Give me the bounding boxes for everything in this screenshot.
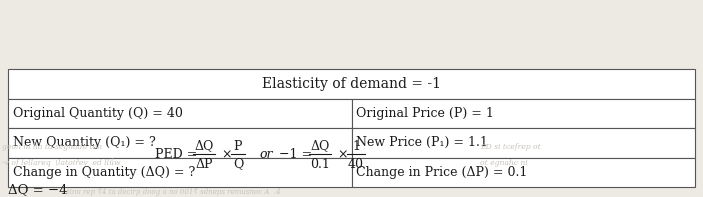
Text: ot egnahc ni: ot egnahc ni: [480, 159, 528, 167]
Text: Original Price (P) = 1: Original Price (P) = 1: [356, 107, 494, 120]
Text: PED =: PED =: [155, 149, 201, 162]
Bar: [8, 157, 352, 187]
Bar: [352, 157, 695, 187]
Text: ED si tcefrep ot: ED si tcefrep ot: [480, 143, 541, 151]
Text: Q: Q: [233, 157, 243, 170]
Text: 40: 40: [348, 157, 364, 170]
Bar: [8, 98, 352, 128]
Bar: [8, 128, 352, 157]
Text: ΔQ: ΔQ: [310, 139, 330, 152]
Text: ×: ×: [221, 149, 231, 162]
Text: ΔQ: ΔQ: [194, 139, 214, 152]
Text: −1 =: −1 =: [279, 149, 316, 162]
Text: 1: 1: [352, 139, 360, 152]
Text: New Quantity (Q₁) = ?: New Quantity (Q₁) = ?: [13, 136, 156, 149]
Text: ΔQ = −4: ΔQ = −4: [8, 183, 67, 196]
Text: geon ni lla ta segnado ton: geon ni lla ta segnado ton: [2, 143, 102, 151]
Text: Change in Quantity (ΔQ) = ?: Change in Quantity (ΔQ) = ?: [13, 166, 195, 179]
Text: Elasticity of demand = -1: Elasticity of demand = -1: [262, 77, 441, 91]
Text: New Price (P₁) = 1.1: New Price (P₁) = 1.1: [356, 136, 489, 149]
Text: -v of lellareq  \latoiřev  ed llůw: -v of lellareq \latoiřev ed llůw: [2, 159, 120, 167]
Bar: [8, 69, 695, 98]
Text: P: P: [234, 139, 243, 152]
Text: ΔP: ΔP: [195, 157, 213, 170]
Text: or: or: [259, 149, 273, 162]
Text: .tinu rep ₹4 ta decirp doog a no 001₹ sdneps remusnoc A  .4: .tinu rep ₹4 ta decirp doog a no 001₹ sd…: [60, 188, 280, 196]
Text: 0.1: 0.1: [310, 157, 330, 170]
Text: Original Quantity (Q) = 40: Original Quantity (Q) = 40: [13, 107, 183, 120]
Text: ×: ×: [337, 149, 347, 162]
Text: Change in Price (ΔP) = 0.1: Change in Price (ΔP) = 0.1: [356, 166, 528, 179]
Bar: [352, 128, 695, 157]
Bar: [352, 98, 695, 128]
